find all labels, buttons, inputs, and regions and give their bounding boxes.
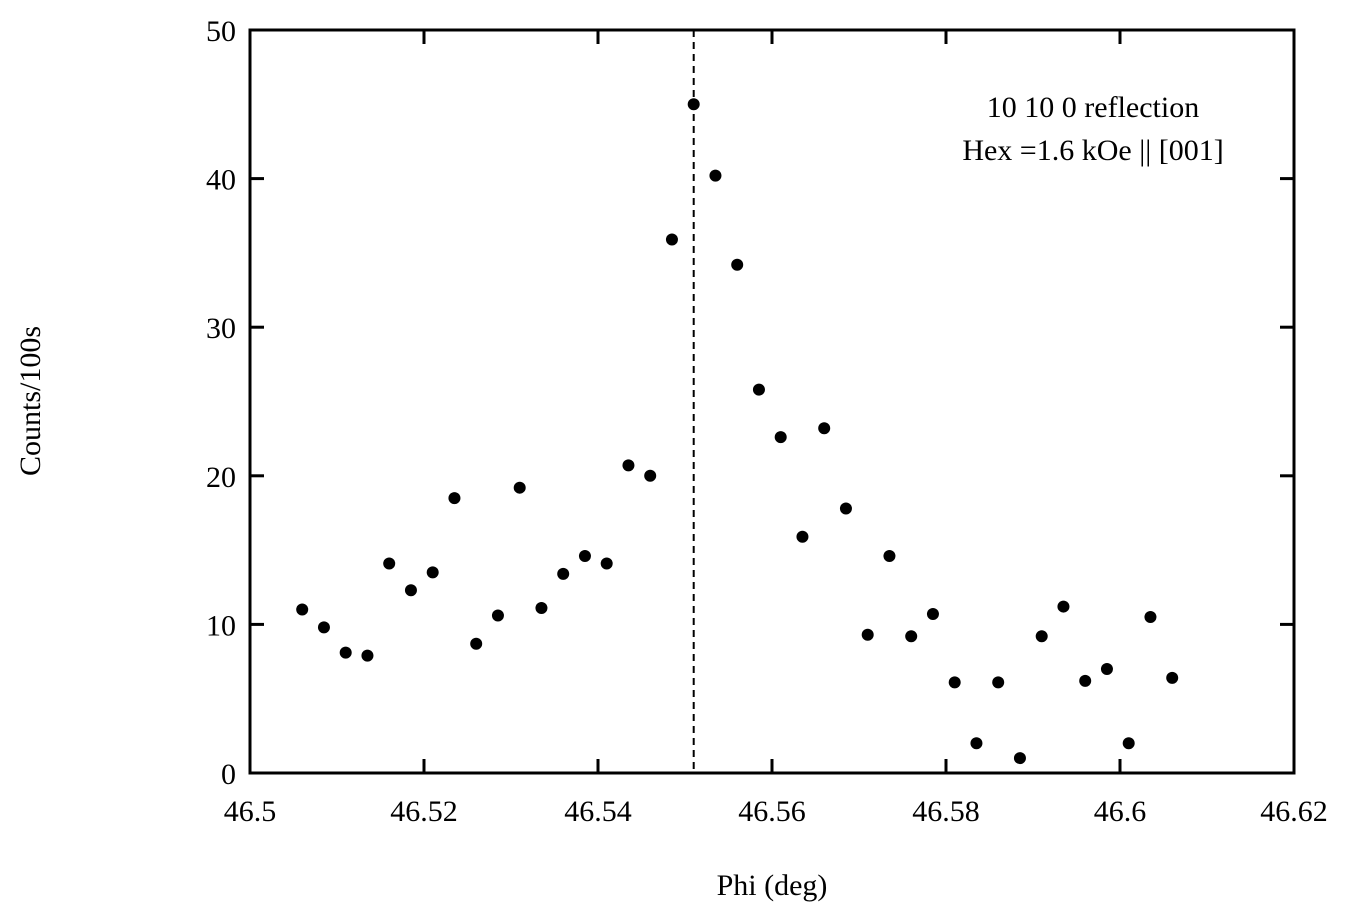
- y-tick-label: 30: [206, 312, 236, 345]
- data-point: [926, 607, 939, 620]
- data-point: [905, 630, 918, 643]
- annotation-line-1: 10 10 0 reflection: [987, 91, 1199, 124]
- data-point: [644, 469, 657, 482]
- y-tick-label: 20: [206, 461, 236, 494]
- y-tick-labels: 0 10 20 30 40 50: [206, 15, 236, 791]
- data-point: [1144, 610, 1157, 623]
- data-point: [731, 258, 744, 271]
- data-point: [665, 233, 678, 246]
- data-point: [992, 676, 1005, 689]
- data-points: [296, 98, 1179, 765]
- x-tick-label: 46.54: [564, 795, 632, 828]
- data-point: [535, 602, 548, 615]
- data-point: [709, 169, 722, 182]
- data-point: [361, 649, 374, 662]
- y-tick-label: 50: [206, 15, 236, 48]
- data-point: [1122, 737, 1135, 750]
- x-tick-label: 46.5: [224, 795, 277, 828]
- data-point: [1013, 752, 1026, 765]
- annotation-line-2: Hex =1.6 kOe || [001]: [962, 134, 1223, 167]
- data-point: [861, 628, 874, 641]
- data-point: [752, 383, 765, 396]
- data-point: [818, 422, 831, 435]
- data-point: [448, 492, 461, 505]
- data-point: [491, 609, 504, 622]
- x-axis-label: Phi (deg): [717, 869, 828, 902]
- y-axis-label: Counts/100s: [14, 326, 47, 476]
- x-tick-label: 46.6: [1094, 795, 1147, 828]
- data-point: [513, 481, 526, 494]
- data-point: [404, 584, 417, 597]
- data-point: [578, 550, 591, 563]
- data-point: [296, 603, 309, 616]
- data-point: [796, 530, 809, 543]
- data-point: [1100, 662, 1113, 675]
- data-point: [1079, 674, 1092, 687]
- data-point: [317, 621, 330, 634]
- data-point: [839, 502, 852, 515]
- x-tick-label: 46.52: [390, 795, 458, 828]
- data-point: [687, 98, 700, 111]
- data-point: [600, 557, 613, 570]
- data-point: [948, 676, 961, 689]
- data-point: [1057, 600, 1070, 613]
- x-tick-label: 46.56: [738, 795, 806, 828]
- data-point: [426, 566, 439, 579]
- y-tick-label: 40: [206, 164, 236, 197]
- data-point: [1035, 630, 1048, 643]
- data-point: [383, 557, 396, 570]
- data-point: [774, 431, 787, 444]
- data-point: [622, 459, 635, 472]
- axis-ticks: [248, 28, 1296, 775]
- x-tick-label: 46.58: [912, 795, 980, 828]
- data-point: [339, 646, 352, 659]
- x-tick-label: 46.62: [1260, 795, 1328, 828]
- x-tick-labels: 46.5 46.52 46.54 46.56 46.58 46.6 46.62: [224, 795, 1328, 828]
- data-point: [970, 737, 983, 750]
- y-tick-label: 0: [221, 758, 236, 791]
- data-point: [470, 637, 483, 650]
- data-point: [883, 550, 896, 563]
- data-point: [557, 567, 570, 580]
- data-point: [1166, 671, 1179, 684]
- y-tick-label: 10: [206, 609, 236, 642]
